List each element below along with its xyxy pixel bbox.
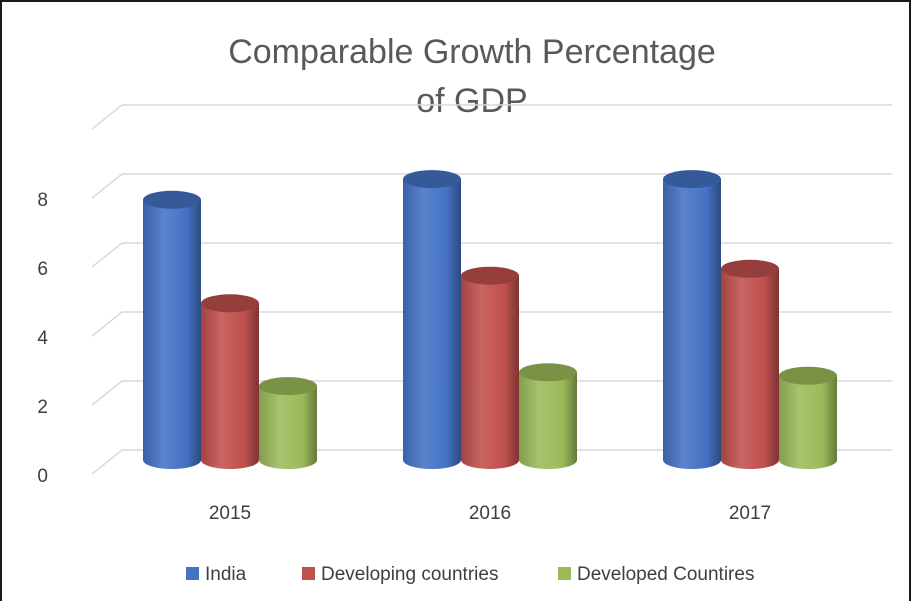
legend-label: Developing countries [321, 564, 498, 585]
bar-body [461, 275, 519, 469]
legend-label: India [205, 564, 247, 585]
legend-swatch [186, 567, 199, 580]
bar-cap [519, 363, 577, 382]
bar-india-2015 [143, 190, 201, 470]
bar-cap [201, 294, 259, 313]
gridline [91, 449, 892, 475]
gridlines [91, 104, 892, 475]
bar-cap [461, 266, 519, 285]
bar-cap [259, 377, 317, 396]
bar-india-2017 [663, 170, 721, 469]
y-tick-label: 0 [37, 466, 48, 487]
bar-india-2016 [403, 170, 461, 469]
x-tick-label: 2016 [469, 503, 511, 524]
gridline [91, 242, 892, 268]
gridline [91, 311, 892, 337]
bar-body [519, 372, 577, 469]
bar-body [779, 375, 837, 469]
bar-cap [403, 170, 461, 189]
bars [143, 170, 837, 470]
bar-body [403, 179, 461, 469]
x-tick-label: 2017 [729, 503, 771, 524]
bar-body [259, 386, 317, 469]
gridline [91, 104, 892, 130]
y-tick-label: 8 [37, 190, 48, 211]
y-tick-label: 2 [37, 397, 48, 418]
x-tick-label: 2015 [209, 503, 251, 524]
y-tick-label: 6 [37, 259, 48, 280]
x-axis-ticks: 2015 2016 2017 [209, 503, 771, 524]
bar-developing-countries-2016 [461, 266, 519, 469]
bar-developing-countries-2015 [201, 294, 259, 469]
y-axis-ticks: 0 2 4 6 8 [37, 190, 48, 487]
bar-body [143, 199, 201, 470]
legend-swatch [302, 567, 315, 580]
bar-developed-countires-2015 [259, 377, 317, 469]
bar-developed-countires-2017 [779, 366, 837, 469]
chart-title: Comparable Growth Percentage of GDP [228, 33, 716, 120]
bar-body [663, 179, 721, 469]
bar-developed-countires-2016 [519, 363, 577, 469]
bar-cap [721, 259, 779, 278]
bar-body [721, 268, 779, 469]
legend-swatch [558, 567, 571, 580]
bar-developing-countries-2017 [721, 259, 779, 469]
chart-title-line-1: Comparable Growth Percentage [228, 33, 716, 71]
legend-item-india: India [186, 564, 247, 585]
bar-cap [663, 170, 721, 189]
gridline [91, 380, 892, 406]
bar-cap [143, 190, 201, 209]
legend: India Developing countries Developed Count… [186, 564, 754, 585]
y-tick-label: 4 [37, 328, 48, 349]
legend-item-developed-countires: Developed Countires [558, 564, 754, 585]
legend-item-developing-countries: Developing countries [302, 564, 498, 585]
bar-cap [779, 366, 837, 385]
chart-title-line-2: of GDP [416, 82, 527, 120]
legend-label: Developed Countires [577, 564, 754, 585]
bar-body [201, 303, 259, 469]
gridline [91, 173, 892, 199]
